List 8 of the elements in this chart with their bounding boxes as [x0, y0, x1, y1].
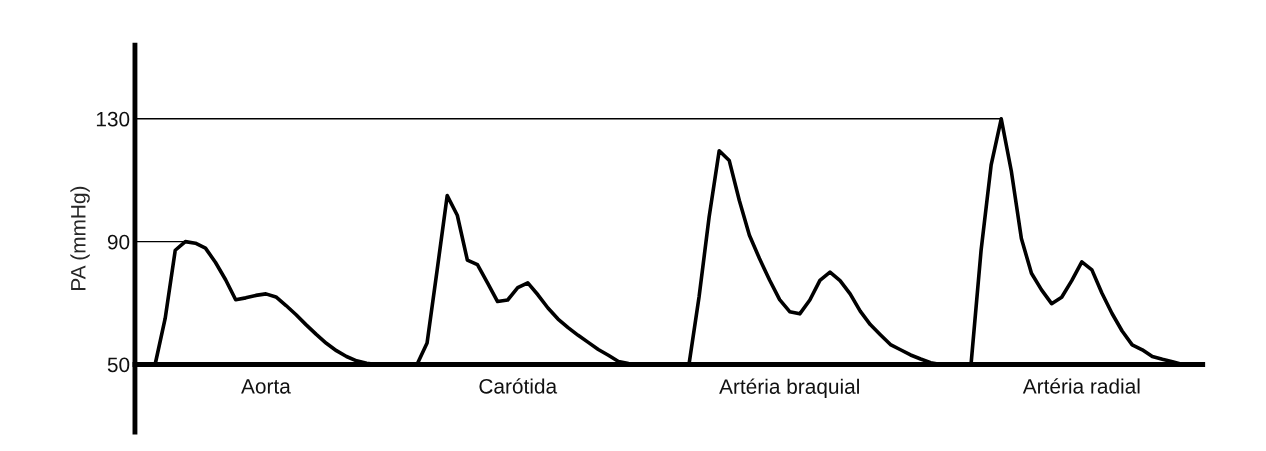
x-tick-label: Aorta — [241, 379, 291, 394]
y-tick-label: 50 — [107, 357, 130, 373]
x-tick-label: Carótida — [479, 378, 558, 394]
x-tick-label: Artéria radial — [1022, 378, 1140, 394]
x-tick-label: Artéria braquial — [719, 378, 859, 399]
y-tick-label: 130 — [96, 111, 130, 127]
y-axis-title: PA (mmHg) — [70, 186, 90, 290]
y-tick-label: 90 — [107, 234, 130, 250]
